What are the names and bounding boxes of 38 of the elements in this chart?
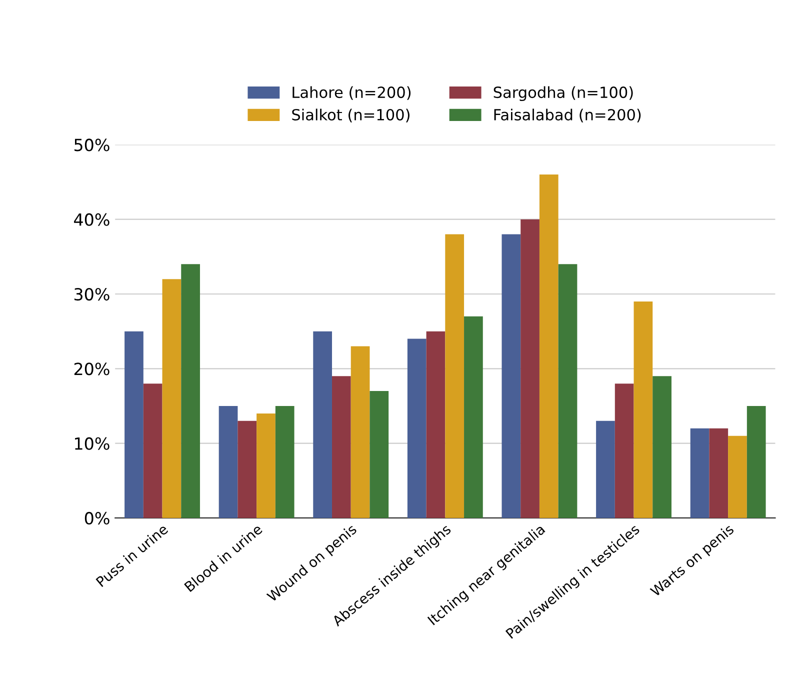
bar	[614, 384, 634, 518]
bar	[652, 376, 672, 518]
legend-label: Faisalabad (n=200)	[494, 108, 641, 122]
bar	[275, 406, 294, 518]
bar	[596, 420, 615, 518]
bar	[539, 174, 558, 518]
y-tick-label: 30%	[74, 288, 110, 301]
bar	[124, 331, 144, 518]
bar	[464, 316, 483, 518]
bar	[426, 331, 446, 518]
bar	[218, 406, 238, 518]
bar	[728, 436, 747, 518]
bar	[558, 264, 578, 518]
bar	[162, 279, 182, 518]
bar	[407, 338, 426, 518]
bar	[690, 428, 710, 518]
y-tick-label: 40%	[74, 213, 110, 226]
legend-label: Sialkot (n=100)	[292, 108, 410, 122]
legend-label: Sargodha (n=100)	[494, 86, 633, 102]
bar	[181, 264, 200, 518]
bar	[709, 428, 728, 518]
bar	[238, 420, 257, 518]
legend-label: Lahore (n=200)	[292, 86, 411, 100]
bar	[634, 301, 653, 518]
bar	[350, 346, 370, 518]
bar	[502, 234, 521, 518]
y-tick-label: 0%	[84, 512, 110, 525]
bar	[370, 391, 389, 518]
bar	[746, 406, 766, 518]
bar	[143, 384, 162, 518]
bar	[332, 376, 351, 518]
bar	[313, 331, 332, 518]
y-tick-label: 20%	[74, 362, 110, 376]
bar	[520, 219, 540, 518]
y-tick-label: 50%	[74, 138, 110, 152]
bar	[445, 234, 464, 518]
y-tick-label: 10%	[75, 437, 110, 450]
bar	[256, 413, 276, 518]
